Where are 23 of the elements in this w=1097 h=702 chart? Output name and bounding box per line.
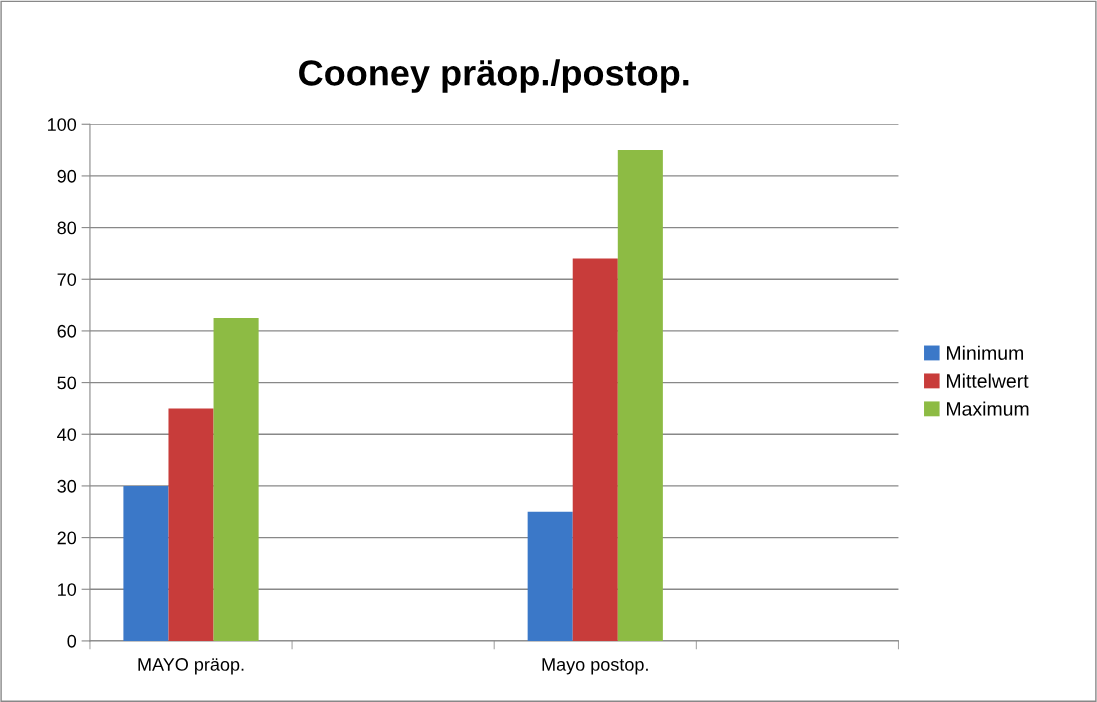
y-tick-label: 40	[57, 428, 77, 441]
y-tick-label: 80	[57, 221, 77, 235]
y-tick-label: 60	[57, 324, 77, 338]
legend-label: Mittelwert	[947, 373, 1029, 388]
y-tick-label: 10	[58, 583, 77, 596]
x-tick-label: Mayo postop.	[542, 658, 648, 675]
y-tick-label: 0	[67, 634, 77, 648]
bar	[617, 150, 663, 641]
y-tick-label: 90	[57, 169, 77, 183]
y-tick-label: 50	[57, 376, 77, 390]
y-tick-label: 100	[48, 118, 77, 131]
y-tick-label: 30	[57, 479, 77, 493]
bar	[213, 318, 259, 641]
x-tick-label: MAYO präop.	[138, 658, 244, 675]
bar	[572, 258, 618, 641]
bar	[527, 511, 573, 641]
legend-label: Minimum	[947, 345, 1023, 360]
chart-title: Cooney präop./postop.	[299, 59, 689, 93]
legend-label: Maximum	[947, 401, 1029, 416]
bar	[123, 485, 169, 641]
bar	[168, 408, 214, 641]
y-tick-label: 70	[57, 273, 77, 286]
y-tick-label: 20	[57, 531, 77, 545]
